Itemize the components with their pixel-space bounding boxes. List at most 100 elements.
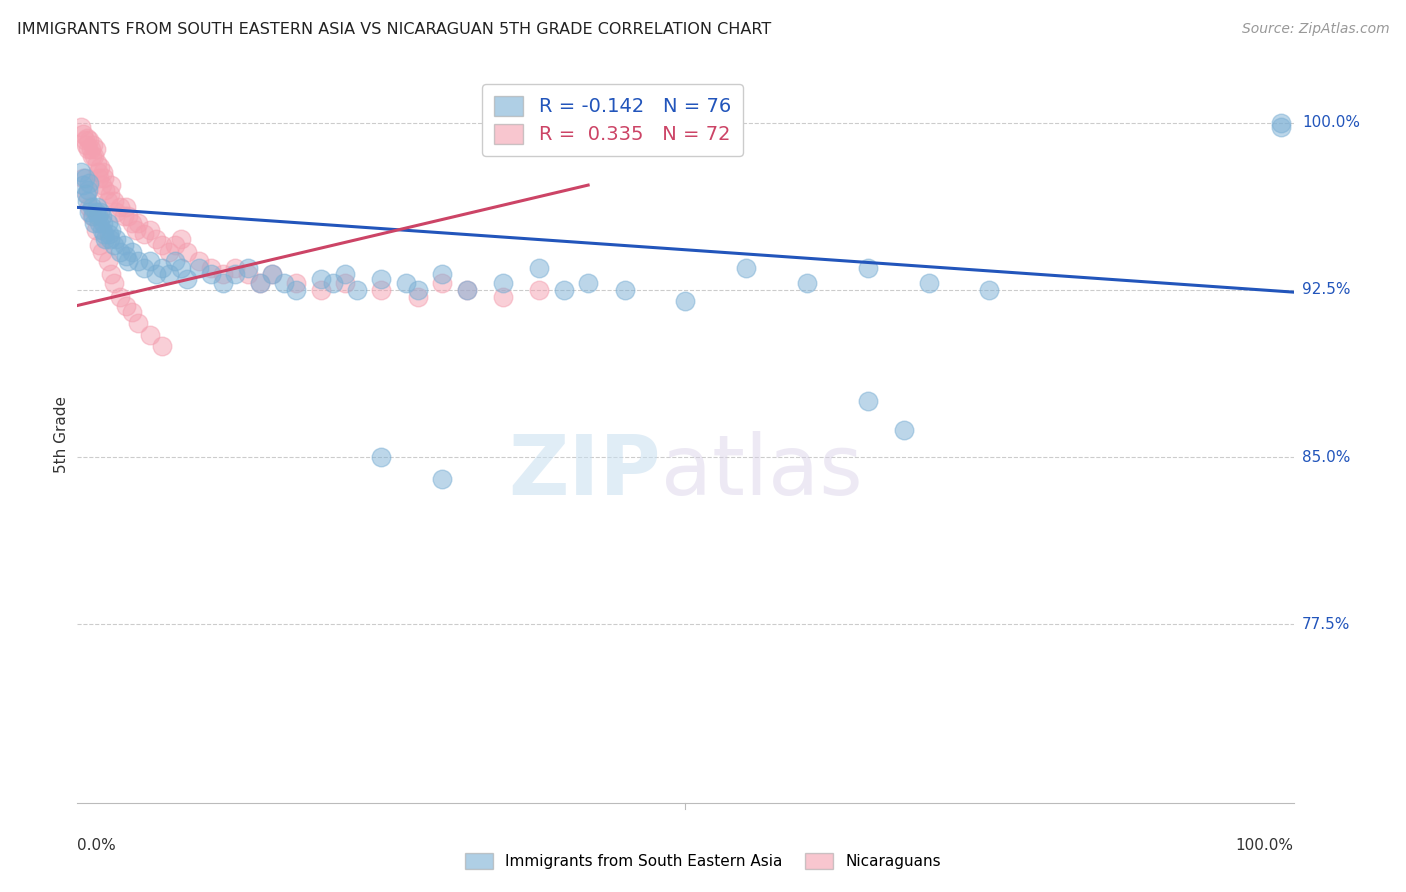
Point	[72, 178, 94, 192]
Text: 85.0%: 85.0%	[1302, 450, 1350, 465]
Point	[76, 187, 98, 202]
Point	[395, 276, 418, 290]
Point	[200, 260, 222, 275]
Point	[84, 222, 107, 236]
Point	[121, 305, 143, 319]
Point	[273, 276, 295, 290]
Point	[856, 394, 879, 409]
Point	[529, 283, 551, 297]
Point	[370, 450, 392, 465]
Point	[285, 276, 308, 290]
Point	[176, 244, 198, 259]
Point	[72, 127, 94, 141]
Point	[72, 171, 94, 186]
Point	[112, 210, 135, 224]
Point	[309, 271, 332, 285]
Point	[82, 138, 104, 153]
Point	[98, 231, 121, 245]
Point	[117, 254, 139, 268]
Point	[370, 271, 392, 285]
Point	[90, 222, 112, 236]
Point	[84, 143, 107, 157]
Text: 100.0%: 100.0%	[1236, 838, 1294, 853]
Point	[79, 201, 101, 215]
Point	[260, 267, 283, 281]
Point	[285, 283, 308, 297]
Text: 100.0%: 100.0%	[1302, 115, 1360, 130]
Point	[430, 473, 453, 487]
Point	[97, 227, 120, 241]
Point	[89, 160, 111, 174]
Point	[97, 194, 120, 208]
Point	[94, 182, 117, 196]
Point	[157, 267, 180, 281]
Point	[249, 276, 271, 290]
Point	[73, 171, 96, 186]
Point	[1270, 120, 1292, 134]
Point	[139, 254, 162, 268]
Text: Source: ZipAtlas.com: Source: ZipAtlas.com	[1241, 22, 1389, 37]
Point	[224, 267, 246, 281]
Point	[93, 227, 115, 241]
Point	[86, 201, 108, 215]
Point	[134, 260, 156, 275]
Point	[127, 316, 149, 330]
Point	[93, 171, 115, 186]
Point	[80, 210, 103, 224]
Point	[333, 276, 356, 290]
Point	[97, 216, 120, 230]
Point	[979, 283, 1001, 297]
Point	[87, 164, 110, 178]
Point	[157, 244, 180, 259]
Point	[115, 298, 138, 312]
Point	[553, 283, 575, 297]
Point	[75, 187, 97, 202]
Point	[121, 244, 143, 259]
Point	[115, 250, 138, 264]
Point	[856, 260, 879, 275]
Text: ZIP: ZIP	[509, 431, 661, 512]
Point	[529, 260, 551, 275]
Point	[108, 201, 131, 215]
Point	[80, 201, 103, 215]
Point	[918, 276, 941, 290]
Point	[98, 187, 121, 202]
Point	[152, 238, 174, 252]
Point	[333, 267, 356, 281]
Point	[79, 205, 101, 219]
Point	[79, 176, 101, 190]
Point	[309, 283, 332, 297]
Point	[76, 194, 98, 208]
Point	[97, 254, 120, 268]
Point	[89, 238, 111, 252]
Point	[492, 276, 515, 290]
Point	[576, 276, 599, 290]
Point	[90, 210, 112, 224]
Text: 92.5%: 92.5%	[1302, 283, 1350, 297]
Point	[430, 267, 453, 281]
Point	[236, 267, 259, 281]
Point	[100, 178, 122, 192]
Point	[735, 260, 758, 275]
Point	[80, 143, 103, 157]
Point	[236, 260, 259, 275]
Point	[70, 164, 93, 178]
Point	[125, 222, 148, 236]
Point	[430, 276, 453, 290]
Point	[346, 283, 368, 297]
Point	[84, 205, 107, 219]
Point	[91, 216, 114, 230]
Point	[89, 171, 111, 186]
Point	[103, 276, 125, 290]
Point	[76, 131, 98, 145]
Point	[675, 293, 697, 308]
Point	[163, 254, 186, 268]
Point	[1270, 115, 1292, 129]
Point	[188, 260, 211, 275]
Legend: Immigrants from South Eastern Asia, Nicaraguans: Immigrants from South Eastern Asia, Nica…	[454, 843, 952, 880]
Point	[406, 283, 429, 297]
Point	[249, 276, 271, 290]
Point	[112, 238, 135, 252]
Point	[170, 260, 193, 275]
Point	[224, 260, 246, 275]
